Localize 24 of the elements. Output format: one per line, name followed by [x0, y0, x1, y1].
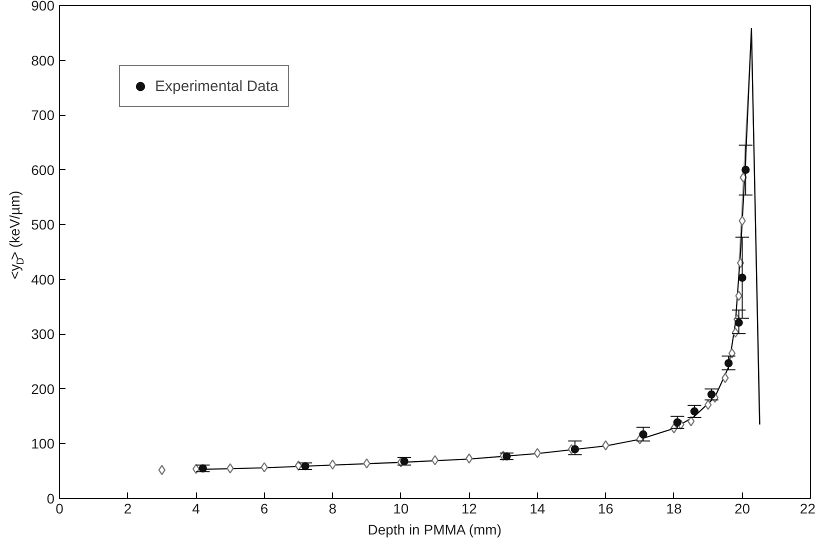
- x-tick-label: 22: [800, 500, 816, 516]
- x-axis-title: Depth in PMMA (mm): [368, 522, 502, 538]
- y-tick-label: 300: [31, 326, 55, 342]
- y-tick-label: 500: [31, 216, 55, 233]
- y-tick-label: 700: [31, 107, 55, 124]
- y-tick-label: 600: [31, 162, 55, 178]
- x-tick-label: 8: [328, 500, 337, 516]
- x-tick-label: 10: [393, 500, 409, 516]
- x-tick-label: 14: [530, 500, 546, 516]
- y-tick-label: 0: [46, 490, 55, 506]
- legend-label: Experimental Data: [155, 78, 278, 94]
- y-tick-label: 100: [31, 436, 55, 452]
- x-tick-label: 4: [192, 500, 200, 516]
- y-axis-title: <yD> (keV/µm): [6, 190, 26, 280]
- y-tick-label: 800: [31, 52, 55, 68]
- y-tick-label: 900: [31, 0, 55, 14]
- x-tick-label: 20: [734, 500, 750, 516]
- y-tick-label: 400: [31, 271, 55, 288]
- x-tick-label: 16: [598, 500, 614, 516]
- x-tick-label: 6: [260, 500, 268, 516]
- x-tick-label: 2: [124, 500, 132, 516]
- x-tick-label: 12: [461, 500, 478, 516]
- x-tick-label: 18: [666, 500, 682, 516]
- y-tick-label: 200: [31, 380, 55, 397]
